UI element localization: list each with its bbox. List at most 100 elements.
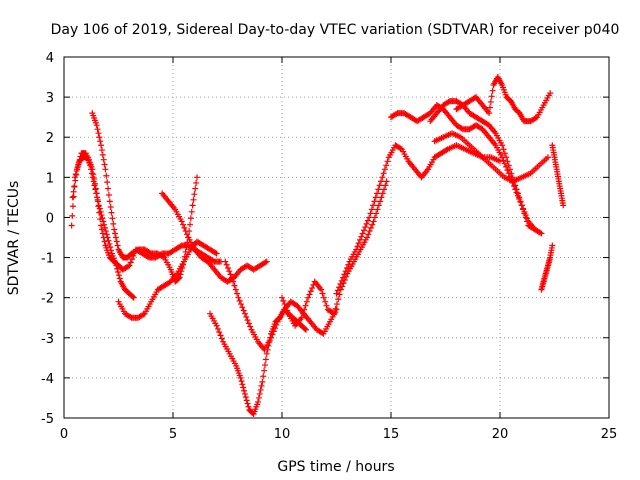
data-point bbox=[226, 268, 233, 275]
data-point bbox=[378, 194, 385, 201]
data-point bbox=[75, 159, 82, 166]
data-point bbox=[106, 198, 113, 205]
data-point bbox=[366, 214, 373, 221]
data-point bbox=[505, 162, 512, 169]
data-point bbox=[98, 212, 105, 219]
data-point bbox=[368, 206, 375, 213]
data-point bbox=[231, 282, 238, 289]
series-s12 bbox=[431, 130, 551, 185]
data-point bbox=[187, 215, 194, 222]
data-point bbox=[242, 394, 249, 401]
data-point bbox=[102, 228, 109, 235]
data-point bbox=[89, 174, 96, 181]
data-point bbox=[354, 243, 361, 250]
data-point bbox=[488, 93, 495, 100]
data-point bbox=[517, 198, 524, 205]
data-point bbox=[96, 205, 103, 212]
data-point bbox=[96, 134, 103, 141]
data-point bbox=[87, 162, 94, 169]
data-point bbox=[373, 210, 380, 217]
data-point bbox=[180, 221, 187, 228]
data-point bbox=[236, 297, 243, 304]
data-point bbox=[234, 290, 241, 297]
data-point bbox=[112, 230, 119, 237]
series-s2 bbox=[89, 110, 200, 285]
data-point bbox=[353, 246, 360, 253]
data-point bbox=[302, 302, 309, 309]
data-point bbox=[381, 186, 388, 193]
data-point bbox=[504, 158, 511, 165]
data-point bbox=[125, 263, 132, 270]
data-point bbox=[191, 191, 198, 198]
data-point bbox=[228, 274, 235, 281]
data-point bbox=[112, 234, 119, 241]
data-point bbox=[104, 179, 111, 186]
data-point bbox=[97, 138, 104, 145]
data-point bbox=[500, 157, 507, 164]
data-point bbox=[104, 234, 111, 241]
data-point bbox=[370, 218, 377, 225]
data-point bbox=[111, 226, 118, 233]
plot-frame bbox=[63, 56, 610, 419]
data-point bbox=[113, 262, 120, 269]
data-point bbox=[235, 294, 242, 301]
data-point bbox=[103, 172, 110, 179]
data-point bbox=[306, 291, 313, 298]
data-point bbox=[340, 274, 347, 281]
data-point bbox=[531, 226, 538, 233]
data-point bbox=[99, 151, 106, 158]
data-point bbox=[443, 147, 450, 154]
data-point bbox=[358, 233, 365, 240]
data-point bbox=[381, 166, 388, 173]
data-point bbox=[88, 170, 95, 177]
data-point bbox=[323, 302, 330, 309]
data-point bbox=[260, 373, 267, 380]
data-point bbox=[94, 194, 101, 201]
data-point bbox=[130, 294, 137, 301]
data-point bbox=[281, 301, 288, 308]
data-point bbox=[146, 249, 153, 256]
data-point bbox=[377, 198, 384, 205]
data-point bbox=[213, 322, 220, 329]
data-point bbox=[256, 390, 263, 397]
data-point bbox=[547, 90, 554, 97]
data-point bbox=[375, 186, 382, 193]
data-point bbox=[93, 190, 100, 197]
data-point bbox=[255, 398, 262, 405]
data-point bbox=[98, 142, 105, 149]
data-point bbox=[103, 231, 110, 238]
data-point bbox=[280, 297, 287, 304]
data-point bbox=[99, 230, 106, 237]
data-point bbox=[74, 166, 81, 173]
data-point bbox=[524, 218, 531, 225]
y-tick-label: 3 bbox=[46, 91, 54, 106]
data-point bbox=[375, 202, 382, 209]
data-point bbox=[560, 202, 567, 209]
data-point bbox=[261, 367, 268, 374]
grid-layer bbox=[64, 57, 609, 418]
data-point bbox=[241, 387, 248, 394]
series-s10 bbox=[388, 102, 545, 237]
data-point bbox=[71, 183, 78, 190]
data-point bbox=[214, 325, 221, 332]
series-s5 bbox=[159, 190, 270, 285]
data-point bbox=[458, 125, 465, 132]
series-s14 bbox=[538, 242, 556, 293]
data-point bbox=[159, 253, 166, 260]
data-point bbox=[177, 271, 184, 278]
data-point bbox=[273, 321, 280, 328]
data-point bbox=[549, 242, 556, 249]
data-point bbox=[360, 227, 367, 234]
data-point bbox=[320, 294, 327, 301]
data-point bbox=[518, 202, 525, 209]
data-point bbox=[335, 296, 342, 303]
data-point bbox=[259, 378, 266, 385]
data-point bbox=[129, 256, 136, 263]
y-axis-label: SDTVAR / TECUs bbox=[6, 181, 22, 296]
data-point bbox=[144, 253, 151, 260]
data-point bbox=[322, 298, 329, 305]
y-tick-label: -3 bbox=[41, 332, 54, 347]
data-point bbox=[334, 287, 341, 294]
data-point bbox=[514, 190, 521, 197]
x-axis-label: GPS time / hours bbox=[277, 459, 394, 475]
